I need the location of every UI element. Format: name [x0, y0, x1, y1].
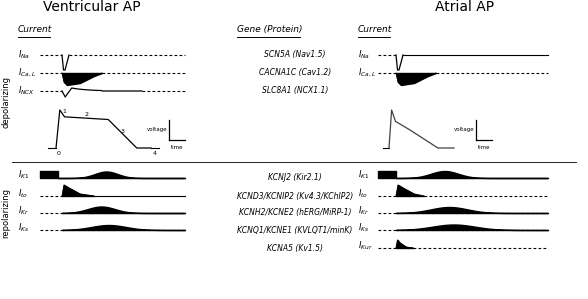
Text: 4: 4 [153, 151, 157, 156]
Text: KCNJ2 (Kir2.1): KCNJ2 (Kir2.1) [268, 173, 322, 182]
Text: $I_{Ca,L}$: $I_{Ca,L}$ [358, 67, 376, 79]
Text: KCNQ1/KCNE1 (KVLQT1/minK): KCNQ1/KCNE1 (KVLQT1/minK) [238, 225, 353, 234]
Text: Current: Current [358, 25, 392, 34]
Text: voltage: voltage [453, 127, 474, 132]
Text: $I_{NCX}$: $I_{NCX}$ [18, 85, 35, 97]
Text: 2: 2 [85, 112, 88, 117]
Text: SLC8A1 (NCX1.1): SLC8A1 (NCX1.1) [262, 86, 328, 95]
Text: 0: 0 [57, 151, 61, 156]
Text: $I_{K1}$: $I_{K1}$ [358, 169, 369, 181]
Text: voltage: voltage [146, 127, 167, 132]
Text: $I_{K1}$: $I_{K1}$ [18, 169, 29, 181]
Text: $I_{Ca,L}$: $I_{Ca,L}$ [18, 67, 36, 79]
Text: depolarizing: depolarizing [2, 76, 11, 127]
Text: $I_{Ks}$: $I_{Ks}$ [18, 222, 29, 234]
Text: 1: 1 [62, 109, 66, 114]
Text: 3: 3 [121, 129, 125, 134]
Text: SCN5A (Nav1.5): SCN5A (Nav1.5) [264, 51, 326, 60]
Text: time: time [477, 145, 490, 150]
Text: $I_{to}$: $I_{to}$ [18, 188, 28, 200]
Text: KCND3/KCNIP2 (Kv4.3/KChIP2): KCND3/KCNIP2 (Kv4.3/KChIP2) [237, 191, 353, 201]
Text: repolarizing: repolarizing [2, 188, 11, 238]
Text: time: time [171, 145, 183, 150]
Text: $I_{to}$: $I_{to}$ [358, 188, 368, 200]
Text: CACNA1C (Cav1.2): CACNA1C (Cav1.2) [259, 68, 331, 77]
Text: $I_{Kr}$: $I_{Kr}$ [358, 205, 369, 217]
Text: $I_{Na}$: $I_{Na}$ [358, 49, 370, 61]
Text: Atrial AP: Atrial AP [436, 0, 495, 14]
Text: Current: Current [18, 25, 52, 34]
Text: $I_{Na}$: $I_{Na}$ [18, 49, 30, 61]
Text: $I_{Kur}$: $I_{Kur}$ [358, 240, 373, 252]
Text: Gene (Protein): Gene (Protein) [237, 25, 302, 34]
Text: $I_{Kr}$: $I_{Kr}$ [18, 205, 29, 217]
Text: Ventricular AP: Ventricular AP [43, 0, 141, 14]
Text: KCNA5 (Kv1.5): KCNA5 (Kv1.5) [267, 243, 323, 252]
Text: KCNH2/KCNE2 (hERG/MiRP-1): KCNH2/KCNE2 (hERG/MiRP-1) [239, 208, 351, 217]
Text: $I_{Ks}$: $I_{Ks}$ [358, 222, 369, 234]
